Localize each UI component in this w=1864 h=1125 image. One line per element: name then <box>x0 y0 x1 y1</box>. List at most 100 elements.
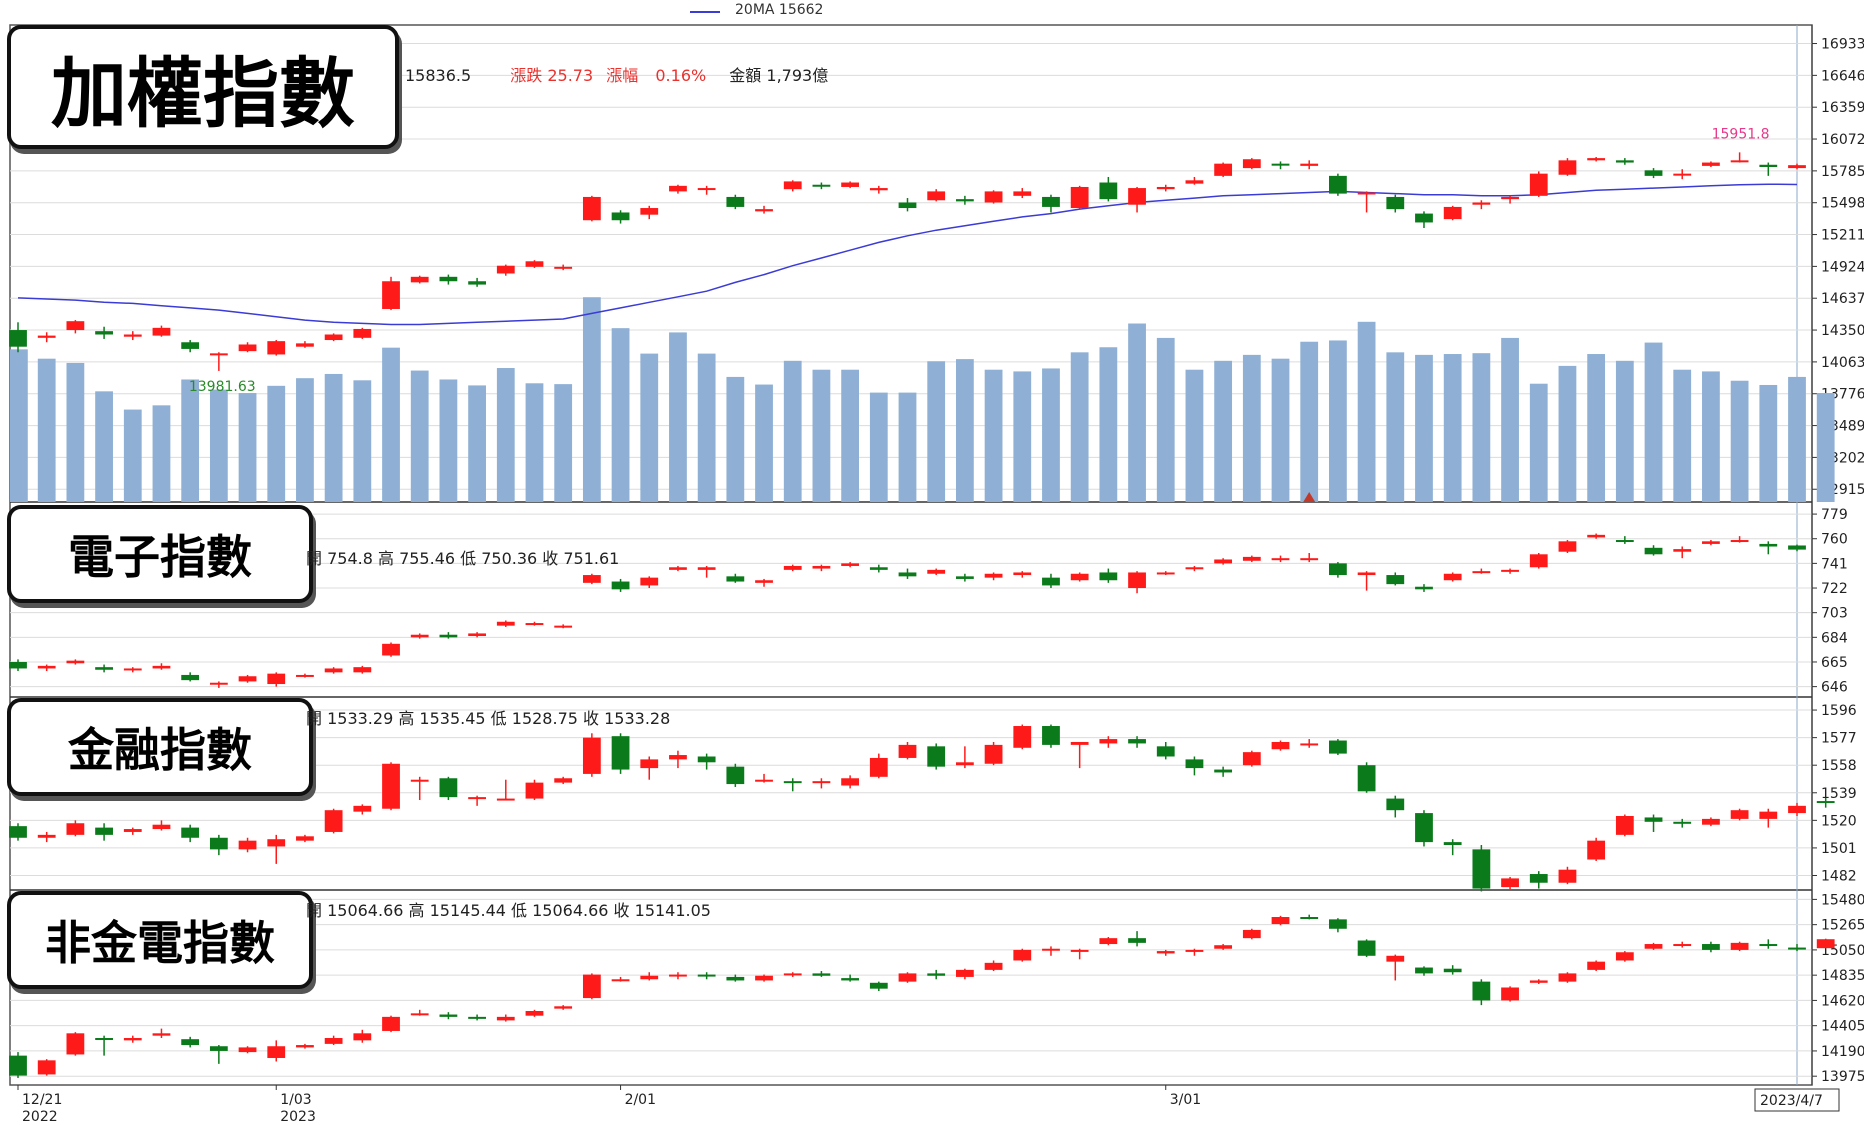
volume-bar <box>1501 337 1519 502</box>
candle-body <box>37 335 56 338</box>
volume-bar <box>382 347 400 502</box>
candle-body <box>1070 949 1089 952</box>
candle-body <box>1013 572 1032 576</box>
volume-bar <box>1070 352 1089 502</box>
y-tick-label: 16933 <box>1821 37 1864 53</box>
candle-body <box>496 621 515 626</box>
volume-bar <box>783 360 802 502</box>
low-annotation: 13981.63 <box>189 379 256 395</box>
volume-bar <box>955 359 974 502</box>
x-tick-year: 2023 <box>280 1109 316 1125</box>
volume-bar <box>755 384 773 502</box>
candle-body <box>1242 556 1261 561</box>
candle-body <box>410 779 429 782</box>
candle-body <box>1501 569 1519 572</box>
candle-body <box>1070 186 1089 209</box>
candle-body <box>95 667 113 670</box>
volume-bar <box>1615 360 1634 502</box>
x-tick-label: 2/01 <box>625 1092 656 1108</box>
candle-body <box>410 1013 429 1016</box>
volume-bar <box>1730 380 1749 502</box>
candle-body <box>1070 573 1089 581</box>
candle-body <box>783 781 802 784</box>
candle-body <box>1529 980 1548 983</box>
volume-bar <box>296 378 314 502</box>
volume-bar <box>1443 354 1462 502</box>
candle-body <box>582 196 601 221</box>
candle-body <box>927 973 946 976</box>
candle-body <box>1673 173 1692 176</box>
x-tick-year: 2022 <box>22 1109 58 1125</box>
candle-body <box>726 576 745 582</box>
candle-body <box>1816 801 1835 804</box>
candle-body <box>1587 158 1606 161</box>
volume-bar <box>525 383 544 502</box>
candle-body <box>1042 948 1060 951</box>
candle-body <box>410 276 429 283</box>
y-tick-label: 16072 <box>1821 132 1864 148</box>
candle-body <box>1472 981 1491 1001</box>
volume-bar <box>1185 369 1204 502</box>
candle-body <box>955 199 974 202</box>
candle-body <box>1242 929 1261 939</box>
candle-body <box>955 576 974 579</box>
y-tick-label: 15785 <box>1821 164 1864 180</box>
candle-body <box>755 779 773 782</box>
candle-body <box>582 974 601 999</box>
candle-body <box>1443 842 1462 846</box>
candle-body <box>1099 572 1118 581</box>
volume-bar <box>611 328 630 502</box>
candle-body <box>1271 917 1290 925</box>
taiex-change: 漲跌 25.73 <box>510 66 594 85</box>
candle-body <box>1644 944 1663 949</box>
candle-body <box>95 1038 113 1041</box>
volume-bar <box>697 353 716 502</box>
candle-body <box>984 962 1003 970</box>
volume-bar <box>1214 360 1233 502</box>
candle-body <box>1214 163 1233 176</box>
volume-bar <box>812 369 831 502</box>
volume-bar <box>123 409 142 502</box>
x-tick-label: 3/01 <box>1170 1092 1201 1108</box>
candle-body <box>1558 541 1577 552</box>
volume-bar <box>95 391 113 502</box>
candle-body <box>238 840 257 850</box>
candle-body <box>267 839 286 847</box>
candle-body <box>1443 573 1462 581</box>
candle-body <box>123 334 142 337</box>
volume-bar <box>1558 365 1577 502</box>
candle-body <box>841 978 860 981</box>
taiex-amount: 金額 1,793億 <box>729 66 829 85</box>
candle-body <box>927 746 946 767</box>
taiex-title: 加權指數 <box>51 49 355 138</box>
candle-body <box>267 341 286 355</box>
y-tick-label: 14620 <box>1821 993 1864 1009</box>
candle-body <box>1558 973 1577 982</box>
candle-body <box>1329 740 1347 754</box>
volume-bar <box>1013 371 1032 502</box>
candle-body <box>1128 572 1146 589</box>
candle-body <box>468 797 486 800</box>
candle-body <box>1242 159 1261 169</box>
high-annotation: 15951.8 <box>1712 126 1770 142</box>
candle-body <box>1816 939 1835 949</box>
candle-body <box>9 826 27 838</box>
candle-body <box>1558 869 1577 883</box>
candle-body <box>1386 955 1405 962</box>
candle-body <box>37 834 56 838</box>
candle-body <box>1615 952 1634 961</box>
candle-body <box>783 973 802 976</box>
candle-body <box>611 979 630 982</box>
candle-body <box>496 1016 515 1021</box>
candle-body <box>984 744 1003 764</box>
y-tick-label: 15498 <box>1821 196 1864 212</box>
non-fin-elec-info: 開 15064.66 高 15145.44 低 15064.66 收 15141… <box>306 901 711 920</box>
candle-body <box>1587 961 1606 970</box>
candle-body <box>669 755 687 760</box>
volume-bar <box>1386 352 1405 502</box>
candle-body <box>783 181 802 190</box>
candle-body <box>726 976 745 981</box>
volume-bar <box>1673 369 1692 502</box>
candle-body <box>1214 559 1233 564</box>
volume-bar <box>1788 376 1806 502</box>
